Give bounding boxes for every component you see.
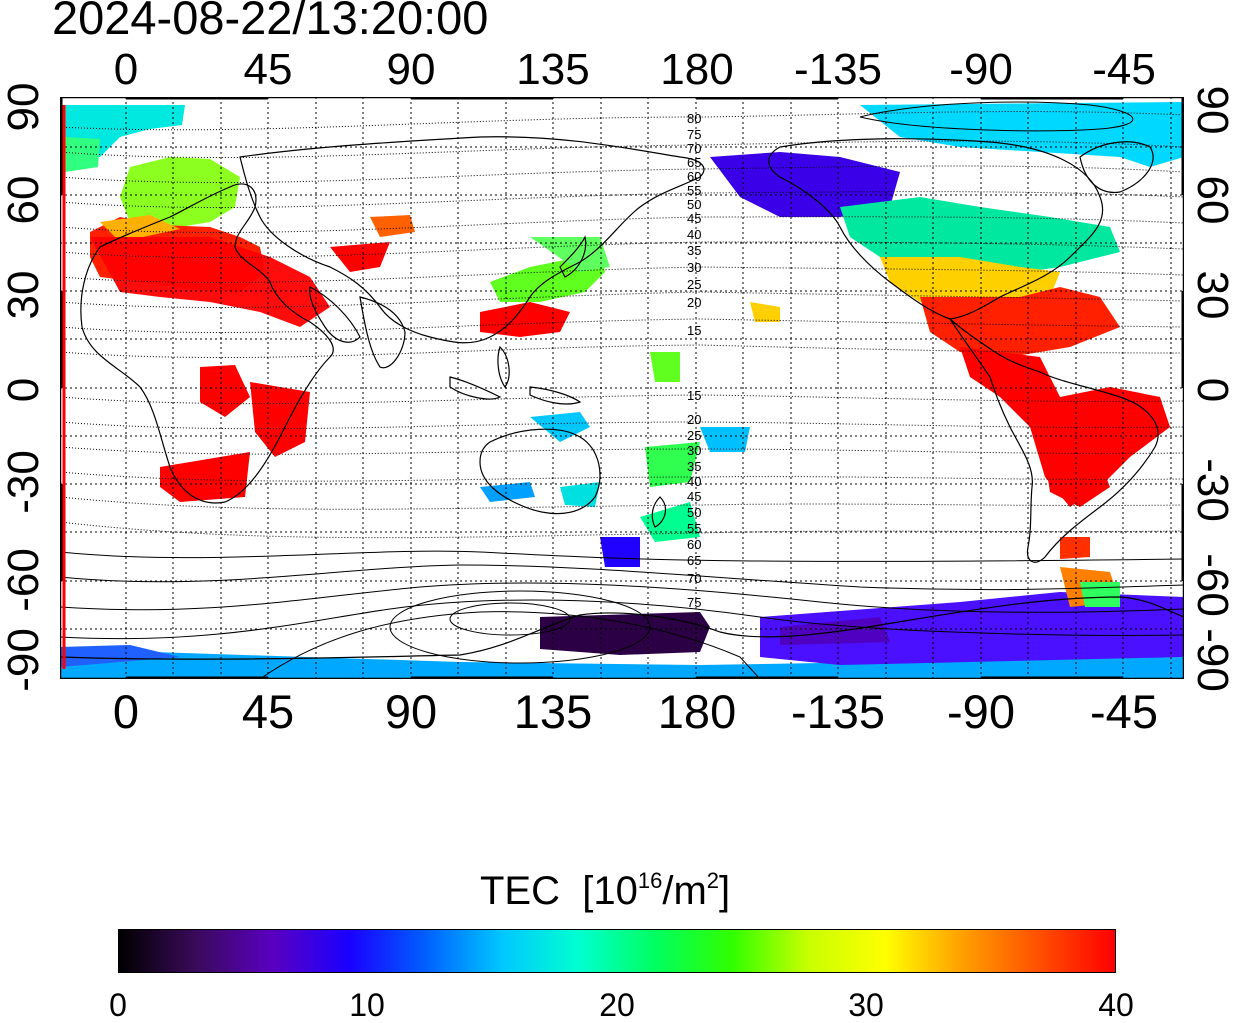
bottom-lon-label: 135	[513, 685, 593, 738]
contour-label: 65	[687, 155, 701, 170]
bottom-lon-label: -135	[790, 685, 886, 738]
contour-label: 20	[687, 412, 701, 427]
left-lat-label: 90	[0, 82, 48, 132]
contour-label: 25	[687, 277, 701, 292]
contour-label: 60	[687, 169, 701, 184]
contour-label: 50	[687, 197, 701, 212]
colorbar-unit-close: ]	[719, 869, 731, 913]
left-lat-label: 60	[0, 175, 48, 225]
coastlines	[60, 136, 1184, 660]
contour-label: 45	[687, 489, 701, 504]
right-lat-label: -90	[1188, 628, 1235, 692]
contour-label: 75	[687, 127, 701, 142]
contour-label: 80	[687, 111, 701, 126]
magnetic-contours	[60, 101, 1184, 679]
top-lon-label: 45	[243, 45, 293, 94]
contour-label: 15	[687, 323, 701, 338]
contour-label: 65	[687, 553, 701, 568]
contour-label: 70	[687, 141, 701, 156]
top-lon-label: 90	[386, 45, 436, 94]
contour-label: 40	[687, 474, 701, 489]
timestamp: 2024-08-22/13:20:00	[52, 0, 489, 44]
contour-label: 30	[687, 260, 701, 275]
top-lon-label: 180	[660, 45, 734, 94]
contour-label: 30	[687, 443, 701, 458]
colorbar-unit-open: [10	[582, 869, 638, 913]
left-lat-label: -60	[0, 548, 48, 612]
top-lon-label: -45	[1092, 45, 1156, 94]
colorbar-tick-label: 40	[1098, 987, 1134, 1023]
left-lat-label: 0	[0, 377, 48, 403]
colorbar-unit-exponent: 16	[637, 868, 663, 893]
colorbar	[118, 929, 1116, 973]
colorbar-tick-label: 0	[109, 987, 127, 1023]
contour-label-group-north: 80 75 70 65 60 55 50 45 40 35 30 25 20 1…	[687, 111, 701, 338]
colorbar-title: TEC [1016/m2]	[480, 868, 731, 913]
tec-map-canvas: 80 75 70 65 60 55 50 45 40 35 30 25 20 1…	[60, 97, 1184, 679]
bottom-lon-label: 90	[384, 685, 438, 738]
bottom-lon-label: 45	[241, 685, 295, 738]
colorbar-unit-mid: /m	[662, 869, 707, 913]
right-lat-label: 90	[1188, 85, 1235, 135]
contour-label: 35	[687, 459, 701, 474]
bottom-lon-label: -45	[1090, 685, 1158, 738]
top-lon-label: -90	[949, 45, 1013, 94]
contour-label: 55	[687, 521, 701, 536]
right-lat-label: 0	[1188, 377, 1235, 403]
contour-label: 35	[687, 243, 701, 258]
contour-label: 70	[687, 571, 701, 586]
top-lon-label: -135	[793, 45, 883, 94]
right-lat-label: -30	[1188, 458, 1235, 522]
left-lat-label: -90	[0, 628, 48, 692]
right-lat-label: -60	[1188, 553, 1235, 617]
right-lat-label: 30	[1188, 270, 1235, 320]
contour-label: 40	[687, 227, 701, 242]
left-lat-label: -30	[0, 450, 48, 514]
contour-label: 15	[687, 388, 701, 403]
top-lon-label: 135	[516, 45, 590, 94]
bottom-lon-label: -90	[947, 685, 1015, 738]
bottom-lon-label: 0	[112, 685, 140, 738]
tec-map: 80 75 70 65 60 55 50 45 40 35 30 25 20 1…	[60, 97, 1184, 679]
colorbar-tick-label: 30	[848, 987, 884, 1023]
contour-label: 60	[687, 537, 701, 552]
bottom-lon-label: 180	[657, 685, 737, 738]
contour-label: 20	[687, 295, 701, 310]
contour-label-group-south: 15 20 25 30 35 40 45 50 55 60 65 70 75	[687, 388, 701, 610]
contour-label: 50	[687, 505, 701, 520]
colorbar-unit-exponent-2: 2	[706, 868, 720, 893]
right-lat-label: 60	[1188, 175, 1235, 225]
colorbar-tick-label: 10	[349, 987, 385, 1023]
left-lat-label: 30	[0, 270, 48, 320]
contour-label: 55	[687, 183, 701, 198]
graticule	[60, 97, 1184, 679]
colorbar-title-quantity: TEC	[480, 869, 560, 913]
contour-label: 45	[687, 211, 701, 226]
contour-label: 75	[687, 595, 701, 610]
contour-label: 25	[687, 428, 701, 443]
colorbar-tick-label: 20	[599, 987, 635, 1023]
top-lon-label: 0	[113, 45, 139, 94]
